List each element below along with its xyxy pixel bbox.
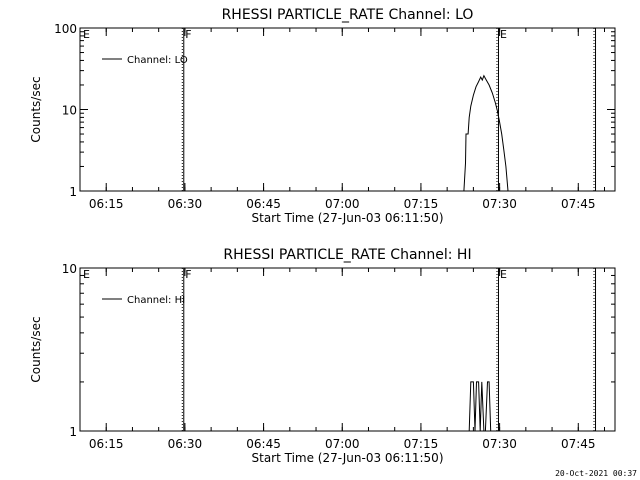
series-line: [463, 74, 509, 192]
x-axis-label: Start Time (27-Jun-03 06:11:50): [252, 451, 444, 465]
y-tick-label: 1: [69, 185, 77, 199]
x-tick-label: 07:00: [325, 197, 360, 211]
x-tick-label: 06:30: [168, 197, 203, 211]
plot-frame: [79, 267, 616, 432]
x-tick-label: 07:00: [325, 437, 360, 451]
plot-frame: [79, 27, 616, 192]
event-marker-label: E: [83, 28, 90, 41]
timestamp: 20-Oct-2021 00:37: [555, 469, 637, 478]
event-marker-label: E: [500, 268, 507, 281]
y-axis-label: Counts/sec: [29, 316, 43, 382]
series-line: [468, 381, 492, 432]
event-marker-label: F: [185, 268, 191, 281]
y-tick-label: 100: [54, 22, 77, 36]
x-axis-label: Start Time (27-Jun-03 06:11:50): [252, 211, 444, 225]
y-axis-label: Counts/sec: [29, 76, 43, 142]
x-tick-label: 06:15: [89, 197, 124, 211]
y-tick-label: 1: [69, 425, 77, 439]
chart-title: RHESSI PARTICLE_RATE Channel: LO: [222, 7, 474, 23]
hi-channel-panel: RHESSI PARTICLE_RATE Channel: HI 06:15 06:…: [29, 247, 616, 465]
x-tick-label: 07:45: [561, 197, 596, 211]
x-tick-label: 06:15: [89, 437, 124, 451]
y-tick-label: 10: [62, 104, 77, 118]
x-tick-label: 06:45: [246, 437, 281, 451]
x-tick-label: 07:45: [561, 437, 596, 451]
y-tick-label: 10: [62, 262, 77, 276]
event-marker-label: E: [500, 28, 507, 41]
x-tick-label: 07:30: [482, 197, 517, 211]
x-tick-label: 07:15: [404, 437, 439, 451]
chart-title: RHESSI PARTICLE_RATE Channel: HI: [223, 247, 471, 263]
event-marker-label: E: [83, 268, 90, 281]
x-tick-label: 07:30: [482, 437, 517, 451]
x-tick-label: 06:45: [246, 197, 281, 211]
legend-label: Channel: LO: [127, 55, 188, 66]
x-tick-label: 06:30: [168, 437, 203, 451]
x-tick-label: 07:15: [404, 197, 439, 211]
event-marker-label: F: [185, 28, 191, 41]
legend-label: Channel: HI: [127, 295, 185, 306]
lo-channel-panel: RHESSI PARTICLE_RATE Channel: LO 06:15 06:…: [29, 7, 616, 225]
